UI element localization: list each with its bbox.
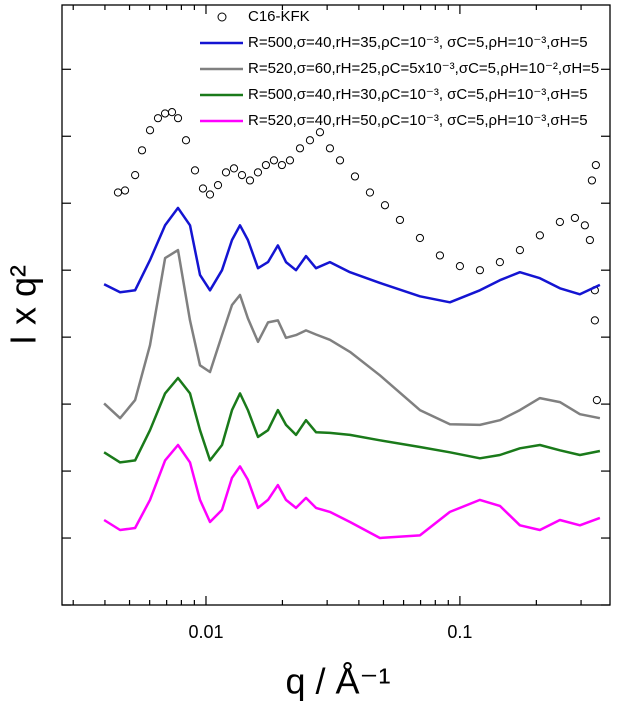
data-point	[113, 188, 123, 197]
data-point	[395, 215, 405, 225]
data-point	[160, 109, 170, 118]
data-point	[555, 217, 564, 227]
data-point	[213, 181, 223, 190]
data-point	[131, 170, 140, 180]
data-point	[221, 168, 231, 177]
x-axis-label: q / Å⁻¹	[285, 661, 390, 702]
data-point	[198, 184, 208, 193]
data-point	[285, 156, 295, 165]
data-point	[237, 170, 247, 180]
data-point	[350, 172, 360, 181]
data-point	[245, 176, 255, 185]
data-point	[305, 136, 315, 145]
series-line	[103, 206, 601, 304]
data-point	[253, 168, 263, 177]
legend-marker	[217, 12, 227, 22]
data-point	[145, 126, 155, 135]
data-point	[295, 144, 305, 153]
data-point	[315, 128, 325, 137]
data-point	[335, 156, 345, 165]
data-point	[570, 213, 580, 223]
legend-label: R=500,σ=40,rH=35,ρC=10⁻³, σC=5,ρH=10⁻³,σ…	[248, 34, 588, 51]
series-line	[103, 248, 601, 427]
data-point	[120, 186, 130, 195]
x-tick-label: 0.1	[447, 622, 472, 642]
data-point	[587, 176, 597, 185]
legend-label: R=520,σ=60,rH=25,ρC=5x10⁻³,σC=5,ρH=10⁻²,…	[248, 60, 599, 77]
data-point	[515, 245, 525, 255]
data-point	[590, 316, 599, 325]
data-point	[380, 201, 390, 210]
data-point	[535, 231, 544, 240]
data-point	[173, 114, 183, 123]
series-line	[103, 443, 601, 540]
data-point	[325, 144, 335, 153]
data-point	[475, 266, 485, 275]
legend-label: C16-KFK	[248, 8, 310, 25]
data-point	[261, 160, 271, 170]
series-line	[103, 376, 601, 464]
data-point	[585, 235, 594, 245]
legend-label: R=520,σ=40,rH=50,ρC=10⁻³, σC=5,ρH=10⁻³,σ…	[248, 112, 588, 129]
data-point	[435, 251, 445, 260]
data-point	[269, 156, 279, 165]
data-point	[181, 136, 191, 145]
y-axis-label: I x q²	[3, 265, 44, 345]
data-point	[365, 188, 375, 197]
data-point	[415, 233, 425, 243]
legend-label: R=500,σ=40,rH=30,ρC=10⁻³, σC=5,ρH=10⁻³,σ…	[248, 86, 588, 103]
data-point	[137, 146, 147, 155]
plot-frame	[61, 4, 611, 606]
data-point	[153, 114, 163, 123]
data-point	[455, 262, 465, 271]
data-point	[205, 190, 215, 199]
data-point	[167, 108, 177, 117]
data-point	[580, 221, 589, 230]
data-point	[591, 160, 600, 170]
data-point	[495, 258, 504, 267]
data-point	[229, 164, 239, 173]
x-tick-label: 0.01	[188, 622, 223, 642]
data-point	[190, 166, 200, 175]
data-point	[592, 395, 601, 405]
data-point	[277, 160, 287, 170]
